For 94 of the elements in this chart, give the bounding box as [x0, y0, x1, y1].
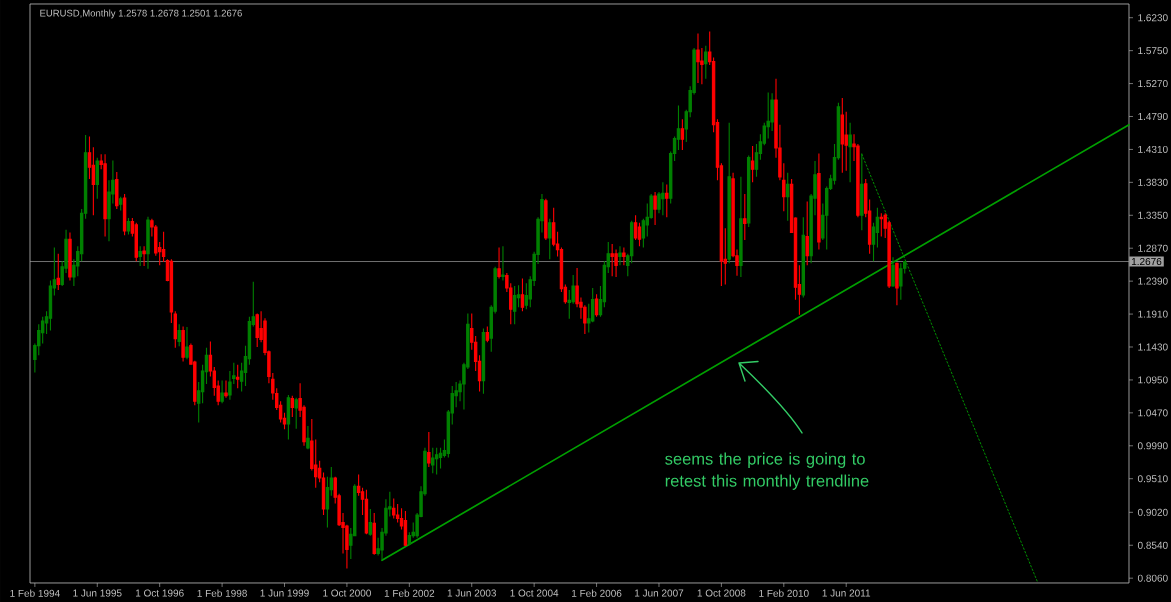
candlestick	[785, 172, 790, 222]
x-tick-label: 1 Jun 2011	[822, 589, 871, 597]
text: EURUSD,Monthly 1.2578 1.2678 1.2501 1.2676	[40, 9, 242, 19]
y-tick-label: 1.2870	[1138, 244, 1168, 252]
candlestick	[134, 222, 139, 262]
candlestick	[434, 447, 439, 476]
candlestick	[372, 512, 376, 556]
candlestick	[485, 325, 490, 343]
candlestick	[306, 425, 310, 450]
x-tick-label: 1 Feb 2010	[759, 589, 809, 597]
candlestick	[696, 32, 700, 84]
x-tick-label: 1 Oct 2004	[510, 589, 559, 597]
candlestick	[817, 152, 821, 251]
y-tick-label: 1.5270	[1138, 80, 1168, 88]
candlestick	[879, 212, 884, 238]
x-tick-label: 1 Feb 1998	[197, 589, 247, 597]
x-tick-label: 1 Jun 1999	[260, 589, 309, 597]
candlestick	[95, 157, 99, 200]
candlestick	[622, 246, 626, 266]
y-tick-label: 1.5750	[1138, 47, 1168, 55]
candlestick	[255, 312, 259, 348]
x-tick-label: 1 Jun 2003	[447, 589, 497, 597]
candlestick	[138, 245, 142, 267]
y-tick-label: 1.0950	[1138, 376, 1168, 384]
x-tick-label: 1 Oct 2000	[323, 589, 371, 597]
candlestick	[427, 431, 431, 468]
candlestick	[805, 201, 809, 266]
y-tick-label: 0.8540	[1137, 541, 1168, 549]
candlestick	[142, 245, 146, 267]
y-tick-label: 1.0470	[1138, 409, 1168, 417]
y-tick-label: 1.4310	[1138, 145, 1168, 153]
candlestick	[224, 380, 228, 399]
y-tick-label: 0.9510	[1137, 475, 1168, 483]
candlestick	[739, 176, 743, 278]
candlestick	[290, 395, 295, 418]
candlestick	[840, 97, 845, 174]
y-tick-label: 0.8060	[1137, 574, 1168, 582]
candlestick	[661, 181, 665, 216]
candlestick	[746, 155, 751, 228]
y-tick-label: 0.9020	[1137, 508, 1168, 516]
candlestick	[727, 122, 731, 264]
candlestick	[512, 285, 517, 325]
candlestick	[704, 45, 708, 80]
candlestick	[497, 246, 501, 279]
y-tick-label: 1.1910	[1138, 310, 1168, 318]
candlestick	[848, 122, 852, 183]
candlestick	[544, 198, 548, 241]
candlestick	[185, 326, 189, 360]
candlestick	[294, 397, 298, 430]
candlestick	[115, 171, 119, 210]
candlestick	[501, 245, 505, 282]
candlestick	[860, 152, 864, 231]
candlestick	[665, 183, 669, 218]
candlestick	[899, 262, 903, 301]
y-tick-label: 1.2390	[1138, 277, 1168, 285]
candlestick	[520, 277, 525, 312]
candlestick	[618, 245, 622, 266]
candlestick	[891, 256, 895, 288]
candlestick	[177, 323, 181, 347]
candlestick	[368, 508, 373, 537]
candlestick	[56, 253, 60, 291]
y-tick-label: 1.1430	[1138, 343, 1168, 351]
candlestick	[680, 118, 685, 151]
x-tick-label: 1 Feb 2002	[384, 589, 435, 597]
x-tick-label: 1 Jun 2007	[635, 589, 684, 597]
y-tick-label: 1.6230	[1138, 14, 1168, 22]
x-tick-label: 1 Feb 2006	[572, 589, 622, 597]
y-tick-label: 1.3350	[1138, 211, 1168, 219]
candlestick	[235, 364, 240, 389]
candlestick	[118, 196, 123, 212]
candlestick	[610, 243, 614, 277]
candlestick	[653, 191, 657, 226]
x-tick-label: 1 Oct 2008	[697, 589, 746, 597]
candlestick	[743, 193, 747, 241]
candlestick	[548, 218, 552, 260]
candlestick	[895, 262, 899, 306]
annotation: seems the price is going to retest this monthly trendline	[665, 452, 869, 490]
candlestick	[68, 231, 72, 282]
candlestick	[801, 216, 806, 299]
candlestick	[146, 216, 150, 270]
candlestick	[750, 145, 755, 183]
x-tick-label: 1 Feb 1994	[10, 589, 60, 597]
x-tick-label: 1 Jun 1995	[73, 589, 122, 597]
ref-line-label: 1.2676	[1131, 257, 1162, 266]
candlestick	[431, 447, 435, 474]
candlestick	[103, 153, 107, 238]
y-tick-label: 0.9990	[1137, 442, 1168, 450]
x-tick-label: 1 Oct 1996	[136, 589, 184, 597]
y-tick-label: 1.3830	[1138, 178, 1168, 186]
candlestick	[161, 231, 166, 263]
candlestick	[392, 498, 396, 520]
candlestick	[181, 325, 185, 362]
candlestick	[220, 380, 224, 404]
y-tick-label: 1.4790	[1138, 112, 1168, 121]
